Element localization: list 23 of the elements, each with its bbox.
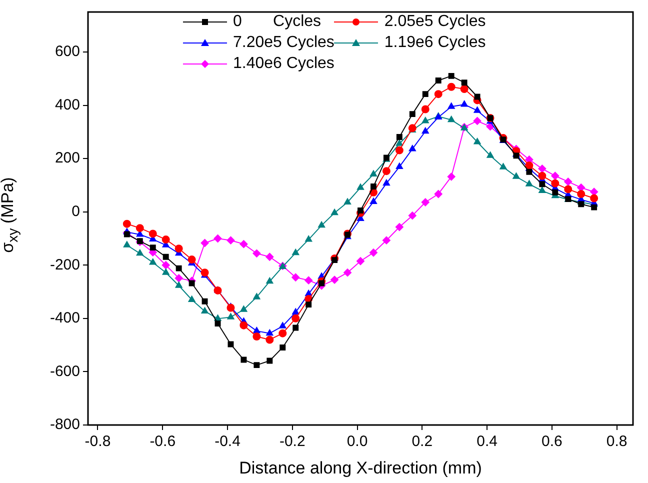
legend-label: 1.40e6 Cycles bbox=[233, 55, 334, 73]
x-tick-label: 0.2 bbox=[412, 433, 433, 450]
x-tick-label: 0.0 bbox=[346, 433, 368, 450]
x-tick-label: -0.6 bbox=[150, 433, 176, 450]
legend-label: 1.19e6 Cycles bbox=[384, 34, 486, 52]
legend-label: 0 Cycles bbox=[233, 13, 322, 31]
x-tick-label: 0.6 bbox=[541, 433, 562, 450]
legend-label: 7.20e5 Cycles bbox=[233, 34, 334, 52]
y-tick-label: -800 bbox=[50, 416, 80, 434]
x-tick-label: -0.8 bbox=[84, 433, 111, 450]
x-tick-label: 0.8 bbox=[606, 433, 628, 450]
y-tick-label: -600 bbox=[50, 362, 80, 380]
x-tick-label: -0.2 bbox=[279, 433, 306, 450]
y-tick-label: 400 bbox=[54, 96, 80, 114]
y-tick-label: -200 bbox=[50, 256, 80, 274]
y-tick-label: 0 bbox=[72, 202, 80, 220]
y-tick-label: -400 bbox=[50, 310, 80, 327]
y-tick-label: 600 bbox=[54, 43, 80, 60]
x-axis-title: Distance along X-direction (mm) bbox=[239, 458, 482, 478]
x-tick-label: 0.4 bbox=[476, 433, 498, 450]
y-tick-label: 200 bbox=[54, 150, 80, 167]
legend-label: 2.05e5 Cycles bbox=[384, 13, 486, 31]
x-tick-label: -0.4 bbox=[214, 433, 240, 450]
